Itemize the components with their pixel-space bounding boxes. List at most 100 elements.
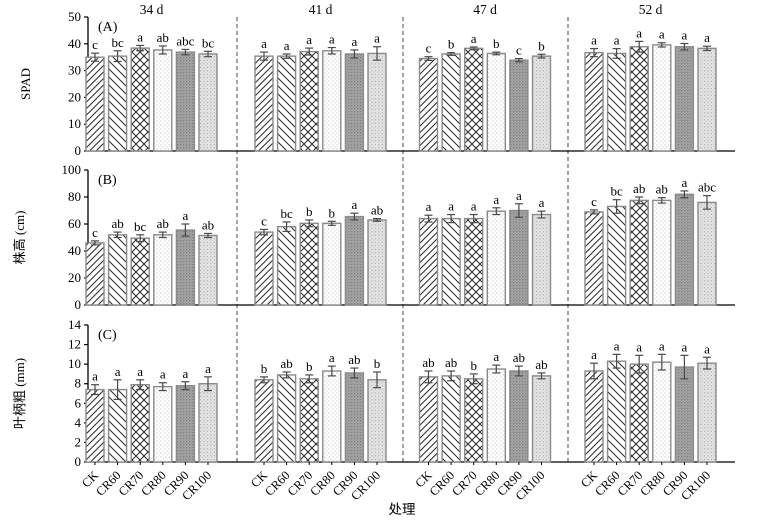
significance-letter: a: [682, 28, 688, 43]
significance-letter: c: [92, 225, 98, 240]
y-tick-label: 20: [68, 89, 81, 104]
significance-letter: a: [493, 349, 499, 364]
bar-CK: [254, 379, 274, 463]
bar-CR60: [107, 234, 128, 306]
y-tick-label: 12: [68, 337, 81, 352]
bar-CK: [85, 388, 105, 463]
significance-letter: a: [329, 32, 335, 47]
bar-CR100: [531, 213, 552, 306]
significance-letter: a: [659, 338, 665, 353]
significance-letter: ab: [111, 216, 123, 231]
bar-CR100: [198, 234, 218, 306]
significance-letter: abc: [698, 180, 716, 195]
x-tick-label: CR80: [138, 468, 169, 499]
significance-letter: a: [614, 338, 620, 353]
significance-letter: b: [306, 204, 313, 219]
y-tick-label: 40: [68, 36, 81, 51]
bar-CR60: [606, 52, 627, 152]
y-tick-label: 0: [75, 297, 82, 312]
bar-CR90: [344, 53, 365, 152]
y-tick-label: 50: [68, 9, 81, 24]
x-tick-label: CR80: [637, 468, 668, 499]
significance-letter: ab: [535, 357, 547, 372]
bar-CK: [254, 55, 274, 152]
bar-CR70: [130, 383, 150, 463]
y-tick-label: 80: [68, 189, 81, 204]
bar-CR100: [198, 53, 218, 152]
significance-letter: a: [636, 339, 642, 354]
group-header: 34 d: [140, 2, 164, 17]
bar-CR80: [153, 385, 173, 463]
bar-CR90: [509, 59, 529, 152]
y-tick-label: 20: [68, 270, 81, 285]
panel-label: (B): [98, 173, 117, 188]
bar-CR90: [674, 46, 695, 152]
significance-letter: a: [471, 31, 477, 46]
significance-letter: c: [92, 37, 98, 52]
bar-CR70: [464, 378, 484, 463]
significance-letter: a: [682, 339, 688, 354]
bar-CR90: [175, 229, 196, 306]
bar-CR100: [697, 362, 717, 463]
bar-CR60: [107, 388, 128, 463]
significance-letter: a: [614, 33, 620, 48]
significance-letter: a: [659, 27, 665, 42]
significance-letter: c: [516, 43, 522, 58]
y-tick-label: 100: [62, 162, 82, 177]
significance-letter: b: [329, 205, 336, 220]
bar-CR80: [322, 370, 342, 463]
y-tick-label: 2: [75, 434, 82, 449]
significance-letter: b: [538, 38, 545, 53]
significance-letter: a: [682, 175, 688, 190]
bar-CR90: [509, 209, 529, 306]
y-tick-label: 6: [75, 395, 82, 410]
significance-letter: a: [329, 350, 335, 365]
bar-CR60: [606, 360, 627, 463]
bar-CR70: [464, 47, 484, 152]
bar-CR60: [276, 225, 297, 306]
bar-CR100: [531, 55, 552, 152]
bar-CK: [418, 217, 439, 306]
significance-letter: ab: [513, 350, 525, 365]
significance-letter: b: [448, 37, 455, 52]
y-tick-label: 10: [68, 116, 81, 131]
bar-CR80: [322, 50, 342, 152]
significance-letter: a: [306, 32, 312, 47]
significance-letter: a: [183, 366, 189, 381]
significance-letter: c: [426, 41, 432, 56]
bar-CR60: [606, 205, 627, 306]
bar-CR70: [299, 378, 319, 463]
bar-CR80: [153, 49, 173, 152]
significance-letter: ab: [202, 217, 214, 232]
y-tick-label: 8: [75, 376, 82, 391]
bar-CK: [254, 231, 274, 306]
bar-CR70: [629, 46, 649, 152]
significance-letter: c: [591, 194, 597, 209]
bar-CR100: [198, 383, 218, 463]
bar-CR90: [175, 51, 196, 152]
bar-CR80: [652, 199, 672, 306]
significance-letter: a: [448, 199, 454, 214]
bar-CR70: [299, 50, 319, 152]
bar-CR70: [130, 237, 150, 306]
bar-CR90: [674, 193, 695, 306]
significance-letter: b: [374, 356, 381, 371]
bar-CR90: [674, 366, 695, 463]
significance-letter: a: [160, 367, 166, 382]
bar-CR70: [629, 363, 649, 463]
y-axis-title: 株高 (cm): [12, 211, 27, 265]
significance-letter: ab: [633, 181, 645, 196]
significance-letter: bc: [610, 184, 623, 199]
bar-CR90: [175, 384, 196, 463]
significance-letter: bc: [134, 219, 147, 234]
y-tick-label: 40: [68, 243, 81, 258]
bar-CR80: [153, 234, 173, 306]
bar-CR60: [441, 217, 461, 306]
bar-CR80: [322, 222, 342, 306]
significance-letter: a: [591, 33, 597, 48]
x-tick-label: CR70: [116, 468, 147, 499]
significance-letter: ab: [422, 355, 434, 370]
bar-CR60: [276, 374, 297, 463]
significance-letter: a: [352, 34, 358, 49]
